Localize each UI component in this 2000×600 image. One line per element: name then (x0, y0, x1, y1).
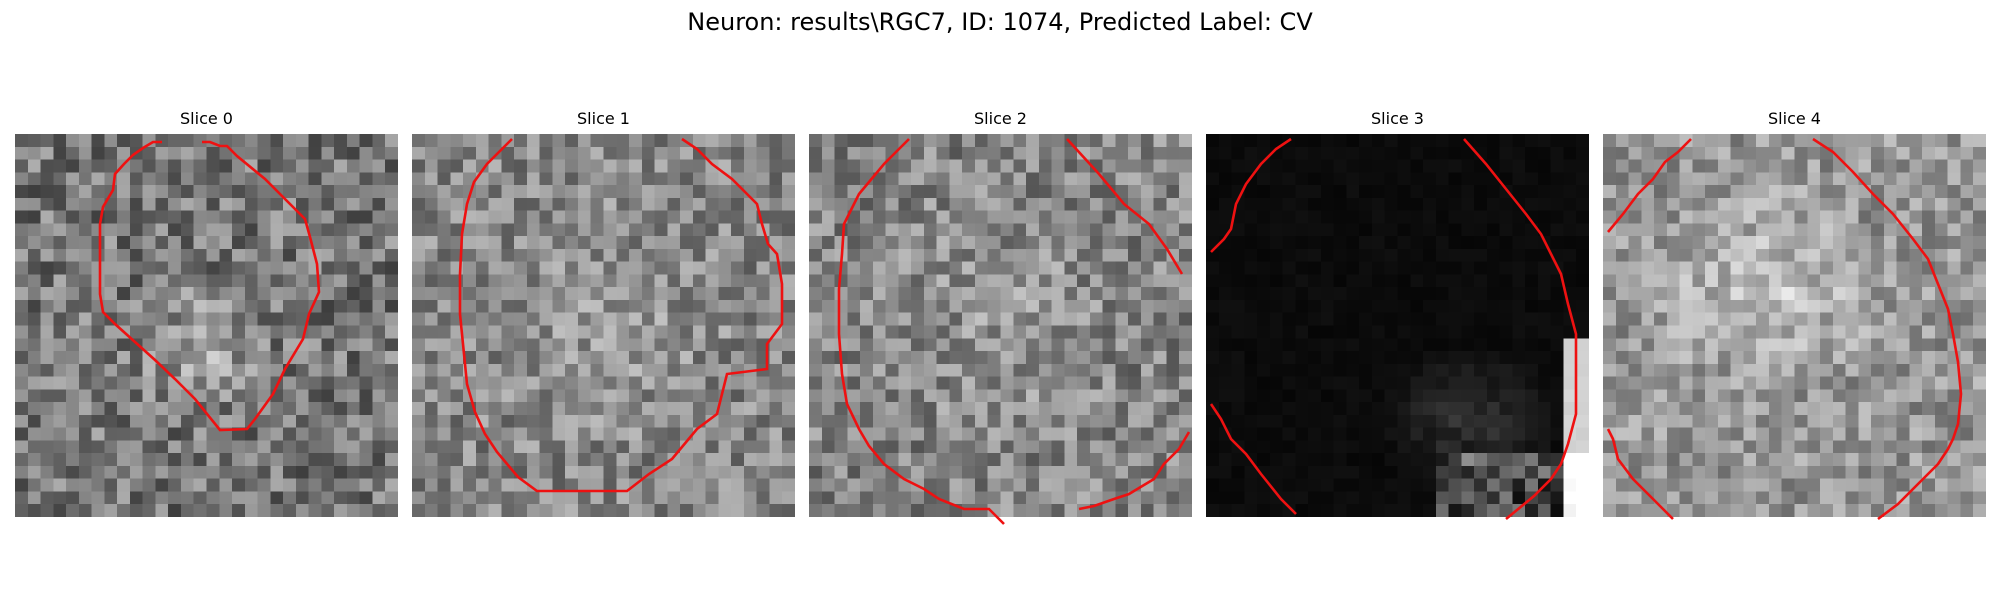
slice-title-1: Slice 1 (577, 109, 630, 128)
slice-image-2 (809, 134, 1192, 517)
slice-panel-4: Slice 4 (1603, 109, 1986, 521)
slice-title-3: Slice 3 (1371, 109, 1424, 128)
slice-image-0 (15, 134, 398, 517)
slice-title-0: Slice 0 (180, 109, 233, 128)
figure-title: Neuron: results\RGC7, ID: 1074, Predicte… (687, 8, 1313, 36)
contour-outline-0 (98, 140, 321, 432)
contour-outline-3 (1209, 137, 1578, 521)
slice-panel-2: Slice 2 (809, 109, 1192, 525)
slice-panel-1: Slice 1 (412, 109, 795, 517)
contour-outline-1 (458, 137, 784, 493)
slice-image-4 (1603, 134, 1986, 517)
slice-image-1 (412, 134, 795, 517)
contour-outline-4 (1606, 137, 1963, 521)
slice-image-3 (1206, 134, 1589, 517)
slice-panel-0: Slice 0 (15, 109, 398, 517)
slice-title-2: Slice 2 (974, 109, 1027, 128)
slice-title-4: Slice 4 (1768, 109, 1821, 128)
contour-outline-2 (837, 138, 1191, 525)
slice-panel-3: Slice 3 (1206, 109, 1589, 521)
